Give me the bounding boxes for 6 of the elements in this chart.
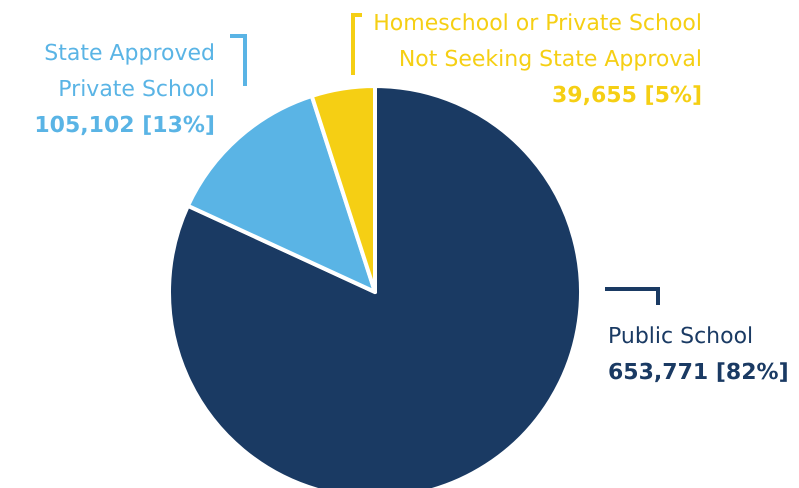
legend-label: State Approved Private School xyxy=(44,41,215,102)
data-label: 105,102 [13%] xyxy=(34,113,215,138)
slice-label: Homeschool or Private School Not Seeking State Approval xyxy=(373,11,702,72)
data-label: 39,655 [5%] xyxy=(552,83,702,108)
slice-label: Public School xyxy=(608,324,754,349)
data-label: 653,771 [82%] xyxy=(608,360,789,385)
